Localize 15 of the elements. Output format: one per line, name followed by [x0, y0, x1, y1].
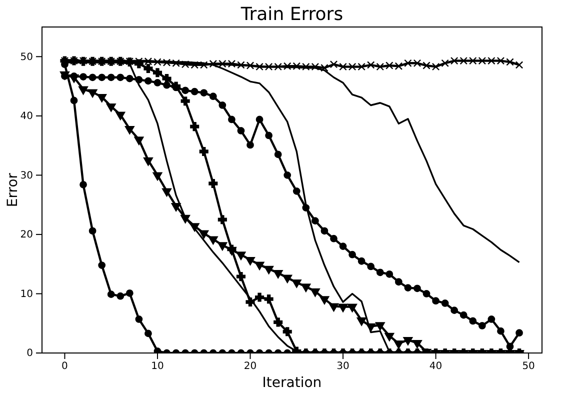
y-tick-label: 10	[20, 288, 33, 300]
x-tick-label: 30	[336, 361, 350, 372]
x-tick-label: 10	[151, 361, 164, 372]
chart-title: Train Errors	[240, 4, 344, 25]
x-tick-label: 40	[429, 361, 442, 372]
x-axis-title: Iteration	[262, 375, 322, 391]
y-tick-label: 50	[20, 52, 33, 63]
y-tick-label: 30	[20, 170, 33, 182]
x-tick-label: 20	[244, 361, 257, 372]
y-tick-label: 40	[20, 111, 33, 122]
x-tick-label: 0	[62, 361, 68, 372]
y-axis-title: Error	[5, 172, 21, 208]
y-tick-label: 0	[26, 348, 33, 360]
x-tick-label: 50	[522, 361, 535, 372]
y-tick-label: 20	[20, 230, 33, 241]
